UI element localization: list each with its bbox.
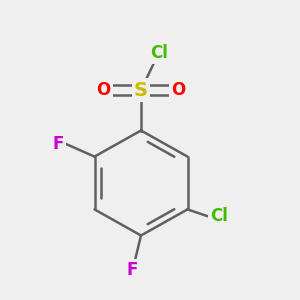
Text: Cl: Cl bbox=[150, 44, 168, 62]
Text: S: S bbox=[134, 80, 148, 100]
Text: O: O bbox=[171, 81, 186, 99]
Text: F: F bbox=[53, 135, 64, 153]
Text: F: F bbox=[126, 261, 138, 279]
Text: Cl: Cl bbox=[210, 207, 228, 225]
Text: O: O bbox=[96, 81, 111, 99]
